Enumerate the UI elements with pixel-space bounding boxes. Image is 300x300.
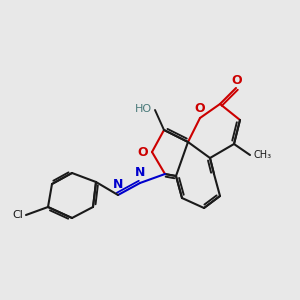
Text: N: N: [113, 178, 123, 191]
Text: O: O: [232, 74, 242, 87]
Text: O: O: [137, 146, 148, 158]
Text: CH₃: CH₃: [254, 150, 272, 160]
Text: HO: HO: [135, 104, 152, 114]
Text: Cl: Cl: [12, 210, 23, 220]
Text: N: N: [135, 166, 145, 179]
Text: O: O: [195, 102, 205, 115]
